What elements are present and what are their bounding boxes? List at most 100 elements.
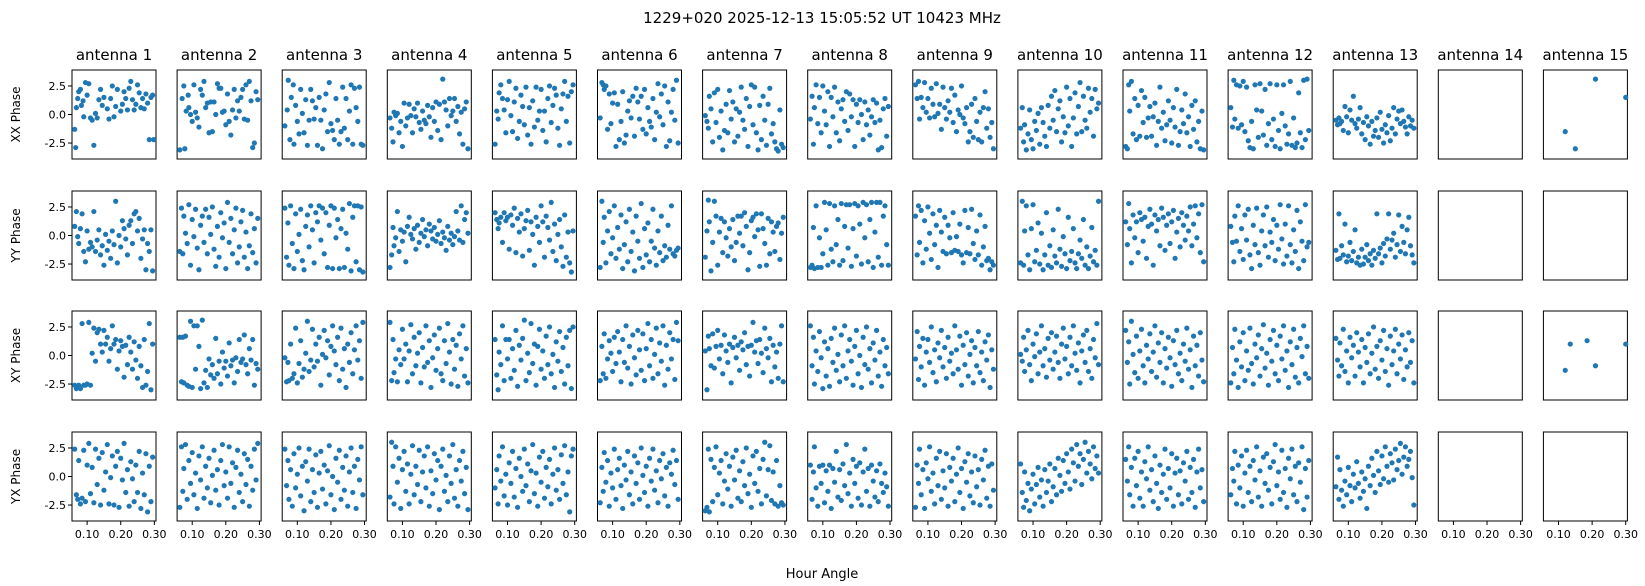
data-point xyxy=(503,471,509,477)
data-point xyxy=(1135,448,1141,454)
data-point xyxy=(762,117,768,123)
data-point xyxy=(298,206,304,212)
data-point xyxy=(319,486,326,492)
data-point xyxy=(345,246,351,252)
data-point xyxy=(650,95,656,102)
panel: 0.10 0.20 0.30 xyxy=(386,431,482,541)
data-point xyxy=(411,106,417,112)
data-point xyxy=(655,371,661,377)
data-point xyxy=(350,214,356,220)
data-point xyxy=(1262,365,1268,371)
data-point xyxy=(446,95,453,102)
data-point xyxy=(186,202,192,208)
data-point xyxy=(492,336,498,343)
data-point xyxy=(321,251,327,257)
data-point xyxy=(288,203,294,209)
data-point xyxy=(1069,446,1075,452)
data-point xyxy=(1192,98,1198,104)
data-point xyxy=(436,506,442,513)
data-point xyxy=(568,385,574,392)
data-point xyxy=(560,480,566,486)
panel-frame xyxy=(1017,310,1103,401)
data-point xyxy=(213,111,219,118)
data-point xyxy=(570,324,576,330)
data-point xyxy=(548,371,554,377)
data-point xyxy=(985,332,991,338)
data-point xyxy=(211,447,217,453)
data-point xyxy=(945,222,951,228)
data-point xyxy=(1177,129,1183,135)
data-point xyxy=(191,234,197,240)
data-point xyxy=(728,380,734,386)
data-point xyxy=(218,457,224,464)
data-point xyxy=(1336,373,1342,379)
data-point xyxy=(455,103,461,110)
data-point xyxy=(860,469,866,475)
data-point xyxy=(1337,340,1343,346)
data-point xyxy=(111,341,117,347)
data-point xyxy=(937,355,943,361)
data-point xyxy=(441,99,448,105)
data-point xyxy=(403,341,409,347)
data-point xyxy=(1267,464,1273,470)
data-point xyxy=(705,125,711,131)
data-point xyxy=(404,379,411,385)
data-point xyxy=(416,119,422,126)
data-point xyxy=(725,486,731,492)
data-point xyxy=(1065,214,1071,220)
data-point xyxy=(1282,221,1288,227)
data-point xyxy=(711,464,717,470)
data-point xyxy=(1402,251,1409,257)
data-point xyxy=(641,226,648,232)
data-point xyxy=(1232,326,1238,332)
data-point xyxy=(1197,330,1203,336)
data-point xyxy=(1623,94,1629,100)
data-point xyxy=(1397,356,1403,362)
data-point xyxy=(1150,349,1156,355)
data-point xyxy=(1167,240,1173,247)
data-point xyxy=(713,119,719,126)
data-point xyxy=(603,375,609,381)
data-point xyxy=(426,221,432,227)
data-point xyxy=(1135,250,1141,256)
data-point xyxy=(1074,441,1080,448)
data-point xyxy=(91,142,97,148)
data-point xyxy=(1397,248,1403,255)
data-point xyxy=(1270,327,1277,333)
data-point xyxy=(1047,461,1053,467)
data-point xyxy=(1165,211,1171,217)
data-point xyxy=(943,451,949,457)
data-point xyxy=(94,115,100,121)
data-point xyxy=(777,341,783,347)
data-point xyxy=(226,444,232,450)
data-point xyxy=(319,146,326,152)
data-point xyxy=(389,378,395,384)
data-point xyxy=(850,97,856,103)
data-point xyxy=(391,243,397,249)
data-point xyxy=(431,332,437,338)
data-point xyxy=(440,378,446,384)
data-point xyxy=(1339,118,1345,124)
data-point xyxy=(920,467,926,473)
data-point xyxy=(665,99,671,105)
data-point xyxy=(1127,381,1133,387)
data-point xyxy=(1074,367,1080,373)
data-point xyxy=(177,504,183,510)
data-point xyxy=(421,453,427,459)
data-point xyxy=(706,93,712,99)
data-point xyxy=(558,368,564,375)
data-point xyxy=(214,371,221,377)
data-point xyxy=(735,133,741,139)
data-point xyxy=(1384,346,1390,352)
data-point xyxy=(1274,222,1280,228)
panel xyxy=(176,190,262,281)
data-point xyxy=(1260,454,1266,460)
data-point xyxy=(455,503,461,509)
data-point xyxy=(1269,501,1275,507)
data-point xyxy=(758,501,764,507)
data-point xyxy=(541,254,548,260)
data-point xyxy=(725,130,731,136)
data-point xyxy=(463,99,469,105)
data-point xyxy=(146,463,152,469)
data-point xyxy=(704,504,710,510)
